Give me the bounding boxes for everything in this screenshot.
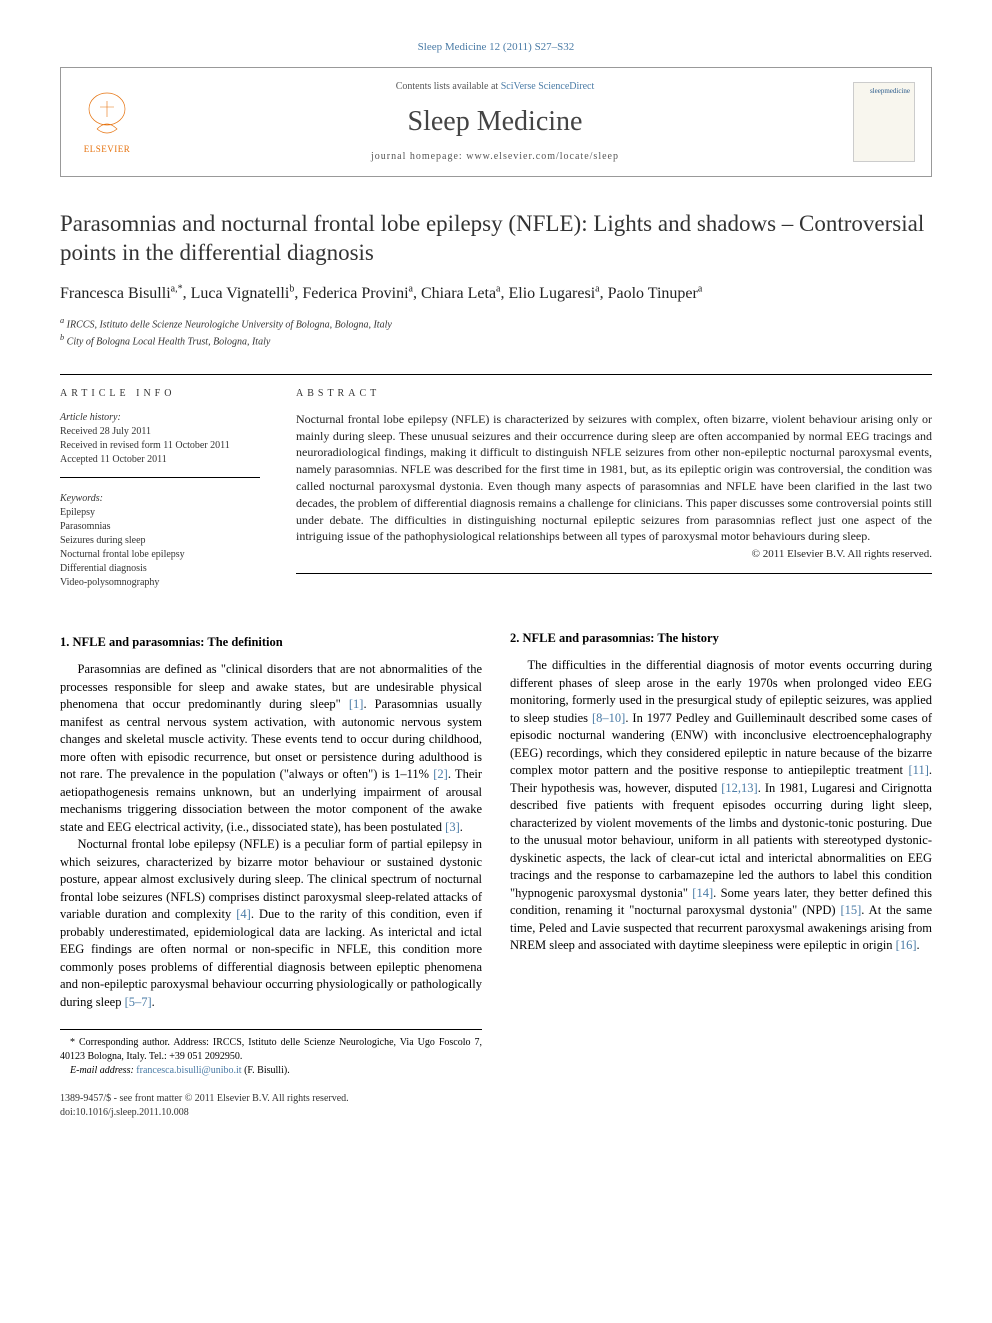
- citation-ref[interactable]: [16]: [896, 938, 917, 952]
- publisher-name: ELSEVIER: [84, 143, 131, 156]
- citation-ref[interactable]: [11]: [909, 763, 929, 777]
- author: Chiara Letaa: [421, 285, 501, 302]
- info-abstract-row: ARTICLE INFO Article history: Received 2…: [60, 374, 932, 590]
- citation-line: Sleep Medicine 12 (2011) S27–S32: [60, 40, 932, 55]
- history-label: Article history:: [60, 411, 260, 425]
- keyword: Nocturnal frontal lobe epilepsy: [60, 548, 260, 562]
- affiliation: a IRCCS, Istituto delle Scienze Neurolog…: [60, 315, 932, 332]
- email-link[interactable]: francesca.bisulli@unibo.it: [136, 1065, 241, 1076]
- body-paragraph: The difficulties in the differential dia…: [510, 657, 932, 955]
- abstract-copyright: © 2011 Elsevier B.V. All rights reserved…: [296, 547, 932, 562]
- section-heading: 1. NFLE and parasomnias: The definition: [60, 634, 482, 652]
- journal-cover-thumbnail: sleepmedicine: [853, 82, 915, 162]
- keyword: Parasomnias: [60, 520, 260, 534]
- author-list: Francesca Bisullia,*, Luca Vignatellib, …: [60, 282, 932, 305]
- sciencedirect-link[interactable]: SciVerse ScienceDirect: [501, 81, 595, 92]
- body-paragraph: Nocturnal frontal lobe epilepsy (NFLE) i…: [60, 836, 482, 1011]
- body-paragraph: Parasomnias are defined as "clinical dis…: [60, 661, 482, 836]
- affiliations: a IRCCS, Istituto delle Scienze Neurolog…: [60, 315, 932, 350]
- accepted-date: Accepted 11 October 2011: [60, 453, 260, 467]
- article-history: Article history: Received 28 July 2011 R…: [60, 411, 260, 478]
- abstract-text: Nocturnal frontal lobe epilepsy (NFLE) i…: [296, 411, 932, 574]
- footnote-text: * Corresponding author. Address: IRCCS, …: [60, 1036, 482, 1064]
- citation-ref[interactable]: [4]: [236, 907, 251, 921]
- keyword: Epilepsy: [60, 506, 260, 520]
- abstract-column: ABSTRACT Nocturnal frontal lobe epilepsy…: [296, 387, 932, 590]
- citation-ref[interactable]: [5–7]: [125, 995, 152, 1009]
- keyword: Video-polysomnography: [60, 576, 260, 590]
- affiliation: b City of Bologna Local Health Trust, Bo…: [60, 332, 932, 349]
- homepage-line: journal homepage: www.elsevier.com/locat…: [153, 150, 837, 164]
- footer-copyright: 1389-9457/$ - see front matter © 2011 El…: [60, 1092, 482, 1120]
- revised-date: Received in revised form 11 October 2011: [60, 439, 260, 453]
- abstract-heading: ABSTRACT: [296, 387, 932, 401]
- homepage-url: www.elsevier.com/locate/sleep: [466, 151, 619, 162]
- author: Federica Provinia: [302, 285, 413, 302]
- keywords-label: Keywords:: [60, 492, 260, 506]
- author: Luca Vignatellib: [191, 285, 295, 302]
- contents-prefix: Contents lists available at: [396, 81, 501, 92]
- homepage-prefix: journal homepage:: [371, 151, 466, 162]
- citation-ref[interactable]: [8–10]: [592, 711, 625, 725]
- citation-ref[interactable]: [14]: [692, 886, 713, 900]
- article-body: 1. NFLE and parasomnias: The definition …: [60, 630, 932, 1121]
- citation-ref[interactable]: [2]: [433, 767, 448, 781]
- header-center: Contents lists available at SciVerse Sci…: [153, 80, 837, 163]
- section-heading: 2. NFLE and parasomnias: The history: [510, 630, 932, 648]
- citation-ref[interactable]: [3]: [445, 820, 460, 834]
- citation-ref[interactable]: [12,13]: [721, 781, 757, 795]
- author: Francesca Bisullia,*: [60, 285, 183, 302]
- journal-name: Sleep Medicine: [153, 102, 837, 141]
- citation-ref[interactable]: [1]: [349, 697, 364, 711]
- article-info: ARTICLE INFO Article history: Received 2…: [60, 387, 260, 590]
- author: Paolo Tinupera: [608, 285, 703, 302]
- footnote-email: E-mail address: francesca.bisulli@unibo.…: [60, 1064, 482, 1078]
- journal-header: ELSEVIER Contents lists available at Sci…: [60, 67, 932, 176]
- article-title: Parasomnias and nocturnal frontal lobe e…: [60, 209, 932, 269]
- author: Elio Lugaresia: [509, 285, 600, 302]
- cover-label: sleepmedicine: [858, 87, 910, 97]
- received-date: Received 28 July 2011: [60, 425, 260, 439]
- doi-line: doi:10.1016/j.sleep.2011.10.008: [60, 1106, 482, 1120]
- front-matter-line: 1389-9457/$ - see front matter © 2011 El…: [60, 1092, 482, 1106]
- corresponding-author-footnote: * Corresponding author. Address: IRCCS, …: [60, 1029, 482, 1078]
- article-info-heading: ARTICLE INFO: [60, 387, 260, 401]
- citation-ref[interactable]: [15]: [840, 903, 861, 917]
- contents-line: Contents lists available at SciVerse Sci…: [153, 80, 837, 94]
- keyword: Differential diagnosis: [60, 562, 260, 576]
- keywords-block: Keywords: Epilepsy Parasomnias Seizures …: [60, 492, 260, 590]
- keyword: Seizures during sleep: [60, 534, 260, 548]
- elsevier-logo: ELSEVIER: [77, 87, 137, 157]
